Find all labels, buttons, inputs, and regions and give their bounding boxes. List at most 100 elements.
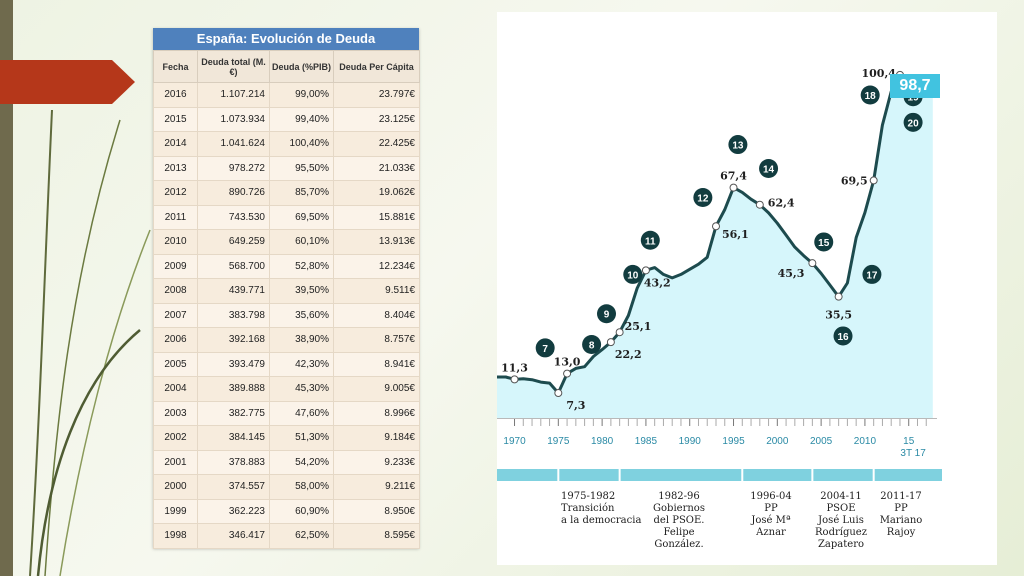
period-label-line: del PSOE. — [653, 515, 705, 526]
area-fill — [497, 74, 933, 419]
table-cell: 23.797€ — [333, 82, 420, 108]
period-label-line: Transición — [561, 503, 615, 514]
data-point — [563, 369, 572, 378]
table-cell: 2015 — [153, 106, 198, 132]
period-label-line: 1996-04 — [750, 491, 792, 502]
x-tick-label: 1980 — [591, 436, 614, 447]
event-marker — [903, 112, 923, 132]
data-point — [641, 266, 650, 275]
table-cell: 8.404€ — [333, 302, 420, 328]
table-row: 2004 389.888 45,30% 9.005€ — [153, 376, 420, 402]
table-cell: 378.883 — [197, 449, 270, 475]
period-label-line: 1975-1982 — [561, 491, 616, 502]
table-row: 2013 978.272 95,50% 21.033€ — [153, 155, 420, 181]
table-cell: 2002 — [153, 425, 198, 451]
table-cell: 568.700 — [197, 253, 270, 279]
debt-chart-panel: 1970 1975 1980 1985 1990 1995 2000 2005 2010 15 3T… — [497, 12, 997, 565]
table-cell: 45,30% — [269, 376, 334, 402]
data-label: 13,0 — [554, 356, 581, 369]
event-marker-number: 9 — [604, 310, 610, 321]
event-marker — [597, 304, 616, 324]
event-marker — [535, 338, 555, 358]
x-tick-label: 2005 — [810, 436, 833, 447]
timeline-band — [497, 469, 942, 481]
event-marker — [862, 264, 882, 284]
table-cell: 1998 — [153, 523, 198, 549]
x-tick-label: 1990 — [679, 436, 702, 447]
table-cell: 60,10% — [269, 229, 334, 255]
table-cell: 39,50% — [269, 278, 334, 304]
data-point — [808, 259, 817, 268]
period-label-line: Rajoy — [886, 527, 916, 538]
table-cell: 15.881€ — [333, 204, 420, 230]
table-cell: 383.798 — [197, 302, 270, 328]
data-point — [554, 389, 563, 398]
table-header-cell: Fecha — [153, 50, 198, 83]
table-row: 2012 890.726 85,70% 19.062€ — [153, 180, 420, 206]
table-cell: 58,00% — [269, 474, 334, 500]
last-value-badge: 98,7 — [890, 74, 940, 98]
event-marker — [693, 188, 713, 208]
data-point — [834, 292, 843, 301]
table-cell: 23.125€ — [333, 106, 420, 132]
event-marker-number: 20 — [908, 118, 920, 129]
period-label-line: PP — [894, 503, 908, 514]
table-cell: 2014 — [153, 131, 198, 157]
event-marker-number: 11 — [645, 236, 656, 247]
table-cell: 389.888 — [197, 376, 270, 402]
table-header-cell: Deuda (%PIB) — [269, 50, 334, 83]
table-cell: 95,50% — [269, 155, 334, 181]
period-label-line: 1982-96 — [658, 491, 700, 502]
data-label: 69,5 — [841, 174, 868, 187]
debt-table-card: España: Evolución de Deuda Fecha Deuda to… — [153, 28, 420, 549]
data-label: 45,3 — [778, 267, 805, 280]
table-cell: 22.425€ — [333, 131, 420, 157]
data-label: 25,1 — [625, 320, 652, 333]
x-tick-label: 1975 — [547, 436, 570, 447]
table-cell: 439.771 — [197, 278, 270, 304]
table-cell: 8.996€ — [333, 400, 420, 426]
event-marker — [814, 232, 834, 252]
table-row: 2002 384.145 51,30% 9.184€ — [153, 425, 420, 451]
event-marker-number: 14 — [763, 164, 775, 175]
event-marker — [728, 135, 748, 155]
table-cell: 890.726 — [197, 180, 270, 206]
table-cell: 384.145 — [197, 425, 270, 451]
period-label-line: José Luis — [818, 515, 864, 526]
table-cell: 21.033€ — [333, 155, 420, 181]
table-cell: 649.259 — [197, 229, 270, 255]
data-label: 62,4 — [768, 197, 795, 210]
table-cell: 9.511€ — [333, 278, 420, 304]
x-tick-label: 1970 — [503, 436, 526, 447]
event-marker — [860, 85, 880, 105]
table-row: 2016 1.107.214 99,00% 23.797€ — [153, 82, 420, 108]
table-cell: 382.775 — [197, 400, 270, 426]
table-cell: 100,40% — [269, 131, 334, 157]
table-cell: 392.168 — [197, 327, 270, 353]
table-cell: 12.234€ — [333, 253, 420, 279]
table-row: 2007 383.798 35,60% 8.404€ — [153, 302, 420, 328]
event-marker-number: 13 — [732, 141, 744, 152]
table-title: España: Evolución de Deuda — [153, 28, 419, 50]
data-label: 7,3 — [566, 399, 585, 412]
period-label-line: Aznar — [756, 527, 786, 538]
table-row: 2011 743.530 69,50% 15.881€ — [153, 204, 420, 230]
table-cell: 2007 — [153, 302, 198, 328]
period-label: 2004-11 PSOE José Luis Rodríguez Zapatero — [811, 491, 871, 551]
table-cell: 2004 — [153, 376, 198, 402]
event-marker-number: 17 — [866, 270, 878, 281]
period-label: 1982-96 Gobiernos del PSOE. Felipe González. — [644, 491, 714, 551]
event-marker-number: 7 — [542, 344, 548, 355]
table-cell: 2013 — [153, 155, 198, 181]
debt-table: Fecha Deuda total (M.€) Deuda (%PIB) Deuda … — [153, 50, 420, 549]
data-point — [869, 176, 878, 185]
period-label-line: Felipe — [663, 527, 695, 538]
data-point — [729, 183, 738, 192]
table-cell: 2009 — [153, 253, 198, 279]
table-body: 2016 1.107.214 99,00% 23.797€ 2015 1.073.934 9… — [153, 82, 420, 549]
left-decor-bar — [0, 0, 13, 576]
table-cell: 9.005€ — [333, 376, 420, 402]
period-label: 2011-17 PP Mariano Rajoy — [876, 491, 926, 539]
period-label-line: 2004-11 — [820, 491, 862, 502]
table-cell: 978.272 — [197, 155, 270, 181]
